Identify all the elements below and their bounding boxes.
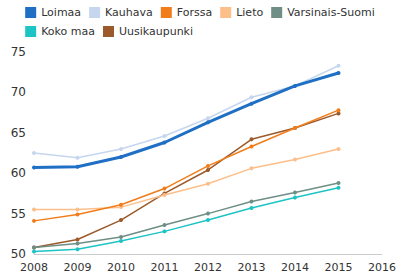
svg-text:2014: 2014: [281, 261, 309, 274]
svg-text:60: 60: [11, 166, 26, 180]
svg-text:2015: 2015: [325, 261, 353, 274]
svg-text:Kauhava: Kauhava: [105, 6, 153, 19]
svg-text:65: 65: [11, 126, 26, 140]
svg-text:Uusikaupunki: Uusikaupunki: [119, 25, 193, 38]
svg-text:2016: 2016: [368, 261, 396, 274]
svg-text:Loimaa: Loimaa: [41, 6, 81, 19]
svg-text:Forssa: Forssa: [177, 6, 212, 19]
svg-text:50: 50: [11, 247, 26, 261]
svg-text:Varsinais-Suomi: Varsinais-Suomi: [287, 6, 375, 19]
svg-text:75: 75: [11, 45, 26, 59]
svg-text:2008: 2008: [20, 261, 48, 274]
svg-text:2010: 2010: [107, 261, 135, 274]
svg-text:55: 55: [11, 207, 26, 221]
svg-text:2013: 2013: [238, 261, 266, 274]
svg-text:70: 70: [11, 85, 26, 99]
svg-text:Koko maa: Koko maa: [41, 25, 95, 38]
svg-text:2011: 2011: [151, 261, 179, 274]
svg-text:2009: 2009: [64, 261, 92, 274]
svg-text:2012: 2012: [194, 261, 222, 274]
svg-text:Lieto: Lieto: [236, 6, 263, 19]
